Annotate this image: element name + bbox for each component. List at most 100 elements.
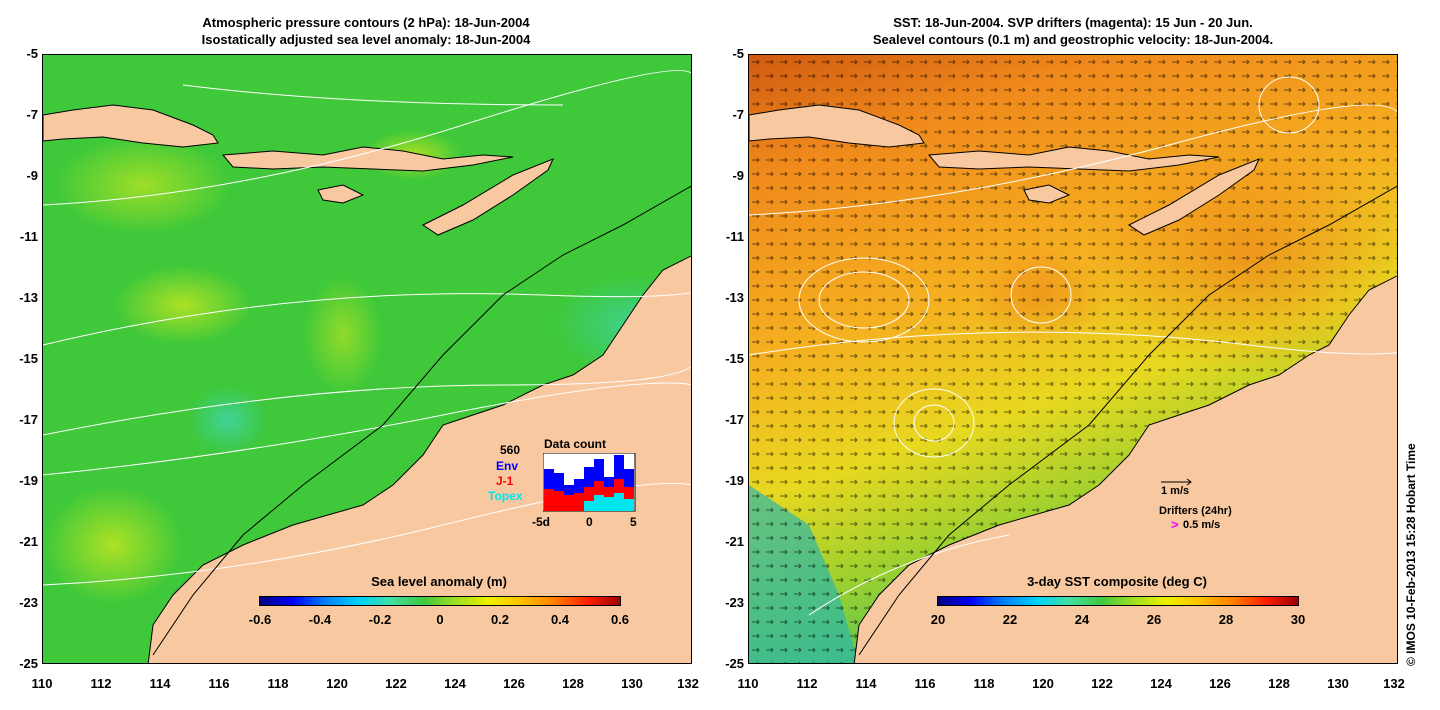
- sst-land-lesser-sundas: [927, 146, 1220, 172]
- left-y-tick: -7: [26, 107, 38, 122]
- drifters-speed-label: 0.5 m/s: [1183, 519, 1221, 531]
- legend-env: Env: [496, 459, 519, 473]
- sst-colorbar: [937, 596, 1299, 606]
- sst-land-java: [749, 104, 925, 148]
- left-title-line2: Isostatically adjusted sea level anomaly…: [201, 32, 531, 47]
- sst-map-svg: [749, 55, 1397, 663]
- sst-map: 1 m/s Drifters (24hr) > 0.5 m/s 3-day SS…: [748, 54, 1398, 664]
- right-x-tick: 116: [914, 676, 936, 691]
- right-x-tick: 128: [1268, 676, 1290, 691]
- right-y-tick: -5: [732, 46, 744, 61]
- left-x-tick: 112: [90, 676, 112, 691]
- drifters-arrow-icon: >: [1171, 517, 1179, 532]
- velocity-scale-label: 1 m/s: [1161, 485, 1190, 497]
- imos-credit: © IMOS 10-Feb-2013 15:28 Hobart Time: [1404, 443, 1418, 666]
- right-y-tick: -17: [725, 412, 744, 427]
- sla-map-svg: [43, 55, 691, 663]
- sla-cbar-tick: 0.2: [490, 612, 510, 627]
- right-y-tick: -21: [725, 534, 744, 549]
- right-x-tick: 114: [855, 676, 877, 691]
- sst-land-timor: [1128, 158, 1260, 236]
- right-x-tick: 112: [796, 676, 818, 691]
- sla-cbar-tick: -0.2: [368, 612, 392, 627]
- right-title-line1: SST: 18-Jun-2004. SVP drifters (magenta)…: [893, 15, 1253, 30]
- velocity-scale-legend: 1 m/s Drifters (24hr) > 0.5 m/s: [1159, 475, 1279, 555]
- sla-cbar-tick: -0.6: [248, 612, 272, 627]
- data-count-max: 560: [500, 443, 521, 457]
- sla-cbar-tick: 0.4: [550, 612, 570, 627]
- velocity-scale-arrow: [1161, 478, 1192, 486]
- sla-land-java: [43, 104, 219, 148]
- sst-land-australia: [853, 275, 1397, 663]
- left-y-tick: -11: [19, 229, 38, 244]
- hist-x-label-end: 5: [630, 515, 637, 529]
- left-x-tick: 110: [31, 676, 53, 691]
- left-y-tick: -23: [19, 595, 38, 610]
- right-title-line2: Sealevel contours (0.1 m) and geostrophi…: [872, 32, 1274, 47]
- right-x-tick: 110: [737, 676, 759, 691]
- left-y-tick: -21: [19, 534, 38, 549]
- sla-land-australia: [147, 255, 691, 663]
- left-x-tick: 122: [385, 676, 407, 691]
- hist-x-label-zero: 0: [586, 515, 593, 529]
- left-y-tick: -17: [19, 412, 38, 427]
- left-x-tick: 114: [149, 676, 171, 691]
- right-y-tick: -13: [725, 290, 744, 305]
- drifters-label: Drifters (24hr): [1159, 505, 1232, 517]
- sst-cbar-tick: 22: [1002, 612, 1018, 627]
- sla-land-timor: [422, 158, 554, 236]
- sla-cbar-tick: 0.6: [610, 612, 630, 627]
- right-title: SST: 18-Jun-2004. SVP drifters (magenta)…: [748, 14, 1398, 48]
- left-x-tick: 118: [267, 676, 289, 691]
- sla-cbar-tick: 0: [436, 612, 444, 627]
- right-x-tick: 124: [1150, 676, 1172, 691]
- legend-topex: Topex: [488, 489, 523, 503]
- left-y-tick: -19: [19, 473, 38, 488]
- right-y-tick: -23: [725, 595, 744, 610]
- data-count-inset: Data count 560 Env J-1 Topex -5d 0 5: [488, 433, 648, 543]
- sst-cbar-tick: 20: [930, 612, 946, 627]
- left-y-tick: -9: [26, 168, 38, 183]
- left-x-tick: 126: [503, 676, 525, 691]
- left-x-tick: 130: [621, 676, 643, 691]
- sst-cbar-tick: 24: [1074, 612, 1090, 627]
- left-x-tick: 120: [326, 676, 348, 691]
- left-x-tick: 116: [208, 676, 230, 691]
- left-y-tick: -5: [26, 46, 38, 61]
- sla-cbar-tick: -0.4: [308, 612, 332, 627]
- sst-cbar-tick: 30: [1290, 612, 1306, 627]
- sla-map: Data count 560 Env J-1 Topex -5d 0 5 Sea…: [42, 54, 692, 664]
- sst-colorbar-title: 3-day SST composite (deg C): [1027, 574, 1207, 589]
- left-y-tick: -13: [19, 290, 38, 305]
- right-x-tick: 130: [1327, 676, 1349, 691]
- right-y-tick: -11: [725, 229, 744, 244]
- legend-j1: J-1: [496, 474, 514, 488]
- left-x-tick: 132: [677, 676, 699, 691]
- right-y-tick: -25: [725, 656, 744, 671]
- data-count-histogram: [543, 453, 636, 512]
- right-y-tick: -9: [732, 168, 744, 183]
- sla-land-lesser-sundas: [221, 146, 514, 172]
- right-y-tick: -19: [725, 473, 744, 488]
- left-x-tick: 128: [562, 676, 584, 691]
- sst-cbar-tick: 26: [1146, 612, 1162, 627]
- left-y-tick: -25: [19, 656, 38, 671]
- left-y-tick: -15: [19, 351, 38, 366]
- left-title-line1: Atmospheric pressure contours (2 hPa): 1…: [202, 15, 530, 30]
- sla-colorbar: [259, 596, 621, 606]
- right-x-tick: 118: [973, 676, 995, 691]
- sla-colorbar-title: Sea level anomaly (m): [371, 574, 507, 589]
- hist-x-label-start: -5d: [532, 515, 550, 529]
- right-x-tick: 126: [1209, 676, 1231, 691]
- right-y-tick: -15: [725, 351, 744, 366]
- histogram-bars: [544, 455, 634, 511]
- sst-land-sumba: [1023, 184, 1071, 204]
- right-y-tick: -7: [732, 107, 744, 122]
- right-x-tick: 122: [1091, 676, 1113, 691]
- sst-cbar-tick: 28: [1218, 612, 1234, 627]
- right-x-tick: 132: [1383, 676, 1405, 691]
- data-count-title: Data count: [544, 437, 607, 451]
- right-x-tick: 120: [1032, 676, 1054, 691]
- left-x-tick: 124: [444, 676, 466, 691]
- left-title: Atmospheric pressure contours (2 hPa): 1…: [40, 14, 692, 48]
